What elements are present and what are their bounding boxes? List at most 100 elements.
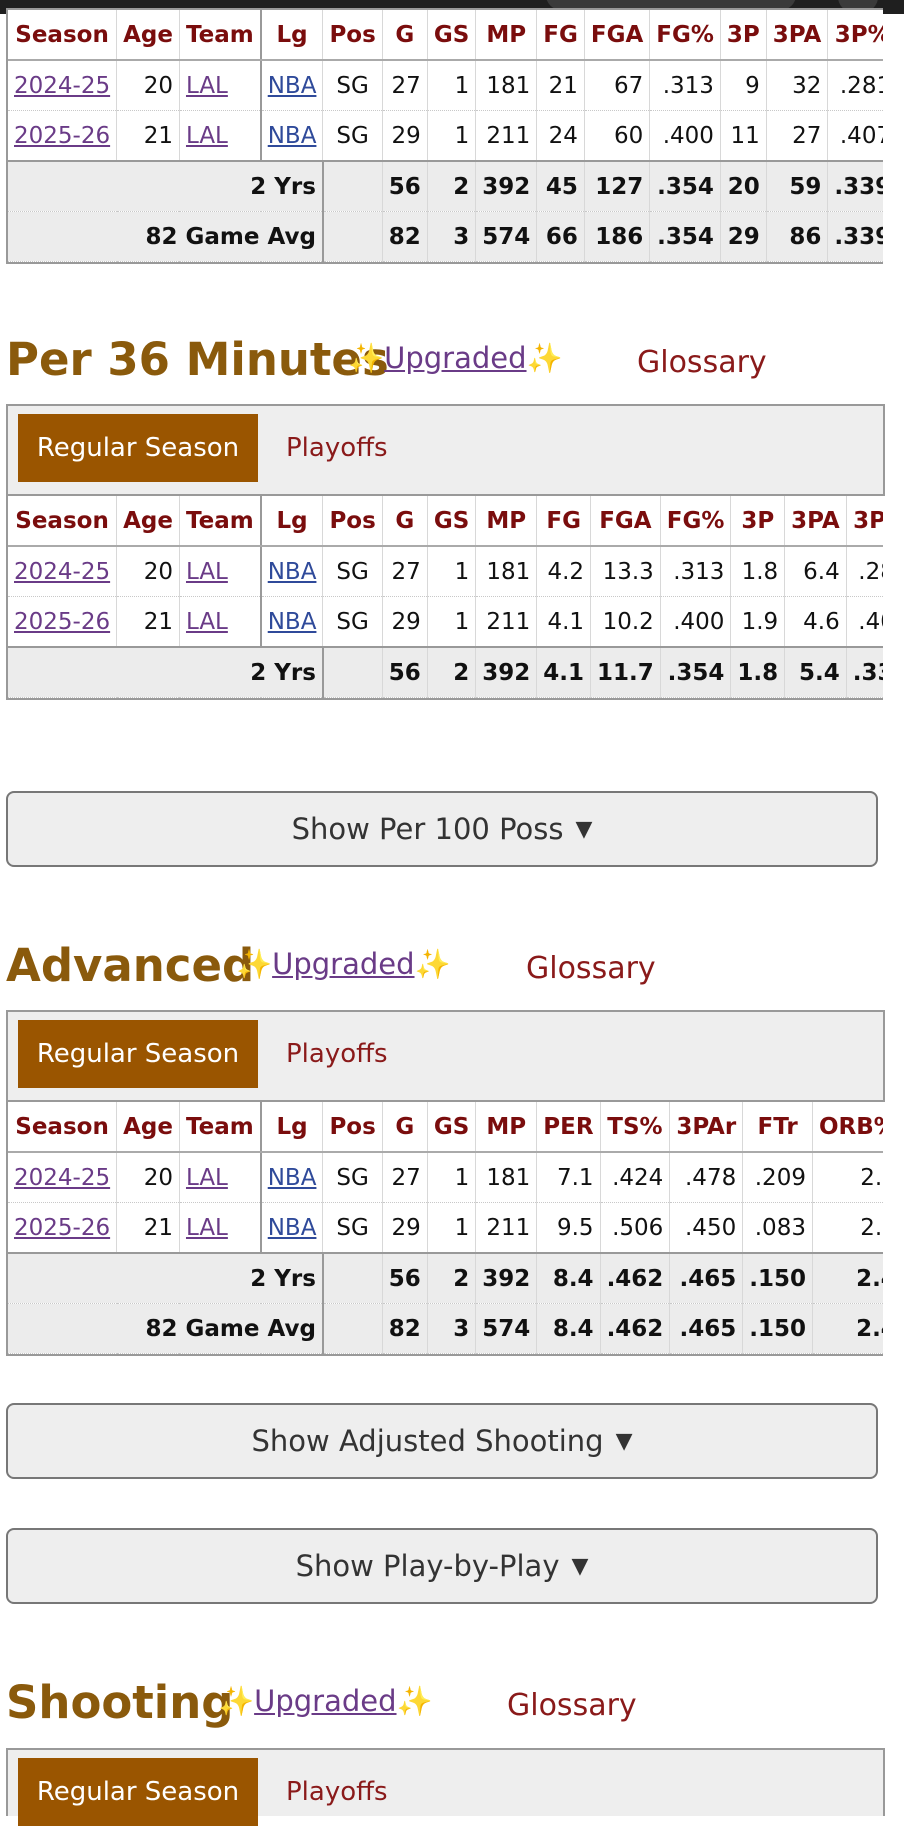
- table-cell: .354: [649, 211, 721, 262]
- column-header[interactable]: Season: [8, 496, 118, 547]
- column-header[interactable]: Lg: [260, 1102, 324, 1153]
- upgraded-label[interactable]: Upgraded: [254, 1684, 397, 1718]
- team-link[interactable]: LAL: [185, 558, 228, 585]
- season-link[interactable]: 2025-26: [14, 608, 111, 635]
- shooting-title: Shooting: [6, 1676, 234, 1729]
- column-header[interactable]: 3PAr: [669, 1102, 744, 1153]
- table-cell: 20: [720, 160, 767, 212]
- shooting-upgraded-link[interactable]: ✨Upgraded✨: [218, 1684, 433, 1719]
- column-header[interactable]: FGA: [584, 10, 651, 61]
- column-header[interactable]: Lg: [260, 496, 324, 547]
- column-header[interactable]: MP: [475, 496, 538, 547]
- column-header[interactable]: TS%: [600, 1102, 671, 1153]
- season-link[interactable]: 2024-25: [14, 72, 111, 99]
- team-link[interactable]: LAL: [185, 1214, 228, 1241]
- table-cell: SG: [322, 110, 383, 162]
- table-cell: [322, 211, 383, 262]
- team-link[interactable]: LAL: [185, 72, 228, 99]
- table-cell: 4.1: [536, 646, 592, 698]
- column-header[interactable]: FG: [536, 10, 585, 61]
- table-cell: 13.3: [590, 546, 661, 597]
- advanced-glossary-link[interactable]: Glossary: [526, 951, 656, 986]
- tab-regular-season[interactable]: Regular Season: [18, 414, 258, 482]
- column-header[interactable]: Age: [116, 1102, 180, 1153]
- table-cell: 21: [536, 60, 585, 111]
- column-header[interactable]: GS: [427, 496, 477, 547]
- team-link[interactable]: LAL: [185, 122, 228, 149]
- table-cell: 4.1: [536, 596, 592, 648]
- table-cell: 27: [382, 1152, 428, 1203]
- tab-playoffs[interactable]: Playoffs: [286, 1777, 388, 1807]
- column-header[interactable]: 3PA: [766, 10, 829, 61]
- column-header[interactable]: FG%: [649, 10, 721, 61]
- show-adjusted-shooting-button[interactable]: Show Adjusted Shooting ▼: [6, 1403, 878, 1479]
- season-link[interactable]: 2025-26: [14, 122, 111, 149]
- column-header[interactable]: 3P%: [827, 10, 883, 61]
- season-link[interactable]: 2024-25: [14, 1164, 111, 1191]
- league-link[interactable]: NBA: [267, 1214, 317, 1241]
- league-link[interactable]: NBA: [267, 1164, 317, 1191]
- league-link[interactable]: NBA: [267, 558, 317, 585]
- team-link[interactable]: LAL: [185, 1164, 228, 1191]
- column-header[interactable]: Lg: [260, 10, 324, 61]
- column-header[interactable]: FGA: [590, 496, 661, 547]
- column-header[interactable]: 3P: [730, 496, 786, 547]
- column-header[interactable]: Age: [116, 496, 180, 547]
- tab-playoffs[interactable]: Playoffs: [286, 1039, 388, 1069]
- show-play-by-play-button[interactable]: Show Play-by-Play ▼: [6, 1528, 878, 1604]
- show-per100-button[interactable]: Show Per 100 Poss ▼: [6, 791, 878, 867]
- tab-regular-season[interactable]: Regular Season: [18, 1758, 258, 1826]
- column-header[interactable]: Pos: [322, 496, 383, 547]
- column-header[interactable]: 3P%: [846, 496, 883, 547]
- column-header[interactable]: G: [382, 1102, 428, 1153]
- column-header[interactable]: FG: [536, 496, 592, 547]
- per36-glossary-link[interactable]: Glossary: [637, 345, 767, 380]
- season-link[interactable]: 2025-26: [14, 1214, 111, 1241]
- table-cell: 29: [382, 110, 428, 162]
- column-header[interactable]: 3PA: [784, 496, 847, 547]
- league-link[interactable]: NBA: [267, 72, 317, 99]
- tab-playoffs[interactable]: Playoffs: [286, 433, 388, 463]
- column-header[interactable]: ORB%: [812, 1102, 883, 1153]
- table-cell: 1: [427, 1202, 477, 1254]
- column-header[interactable]: MP: [475, 10, 538, 61]
- column-header[interactable]: G: [382, 10, 428, 61]
- tab-regular-season[interactable]: Regular Season: [18, 1020, 258, 1088]
- column-header[interactable]: MP: [475, 1102, 538, 1153]
- column-header[interactable]: PER: [536, 1102, 601, 1153]
- summary-label: 82 Game Avg: [8, 1303, 324, 1354]
- column-header[interactable]: Pos: [322, 10, 383, 61]
- column-header[interactable]: Team: [179, 496, 262, 547]
- table-row: 2024-25 20 LAL NBA SG 27 1 181 7.1.424.478.209 2.…: [8, 1152, 883, 1203]
- column-header[interactable]: 3P: [720, 10, 767, 61]
- address-bar[interactable]: [546, 0, 796, 10]
- column-header[interactable]: GS: [427, 10, 477, 61]
- table-cell: 1: [427, 110, 477, 162]
- per36-upgraded-link[interactable]: ✨Upgraded✨: [348, 341, 563, 376]
- season-link[interactable]: 2024-25: [14, 558, 111, 585]
- table-cell: .313: [649, 60, 721, 111]
- table-cell: LAL: [179, 546, 262, 597]
- column-header[interactable]: Season: [8, 10, 118, 61]
- upgraded-label[interactable]: Upgraded: [384, 341, 527, 375]
- column-header[interactable]: FTr: [742, 1102, 813, 1153]
- table-cell: 2025-26: [8, 110, 118, 162]
- league-link[interactable]: NBA: [267, 608, 317, 635]
- league-link[interactable]: NBA: [267, 122, 317, 149]
- column-header[interactable]: Team: [179, 10, 262, 61]
- advanced-upgraded-link[interactable]: ✨Upgraded✨: [236, 947, 451, 982]
- shooting-glossary-link[interactable]: Glossary: [507, 1688, 637, 1723]
- column-header[interactable]: Pos: [322, 1102, 383, 1153]
- column-header[interactable]: Team: [179, 1102, 262, 1153]
- column-header[interactable]: Season: [8, 1102, 118, 1153]
- column-header[interactable]: G: [382, 496, 428, 547]
- table-cell: NBA: [260, 546, 324, 597]
- team-link[interactable]: LAL: [185, 608, 228, 635]
- column-header[interactable]: FG%: [660, 496, 732, 547]
- table-cell: .209: [742, 1152, 813, 1203]
- column-header[interactable]: GS: [427, 1102, 477, 1153]
- upgraded-label[interactable]: Upgraded: [272, 947, 415, 981]
- column-header[interactable]: Age: [116, 10, 180, 61]
